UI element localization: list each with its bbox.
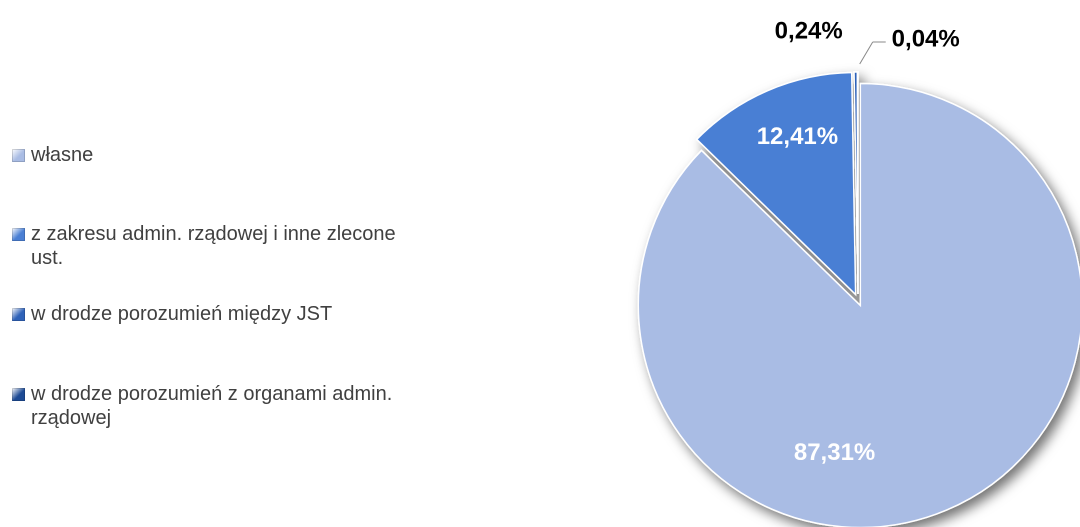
legend-item: w drodze porozumień z organami admin. rz… xyxy=(12,382,412,430)
legend-item: z zakresu admin. rządowej i inne zlecone… xyxy=(12,222,412,270)
leader-line xyxy=(859,41,874,65)
legend-item: w drodze porozumień między JST xyxy=(12,302,412,326)
data-label: 12,41% xyxy=(757,123,838,150)
legend-label: z zakresu admin. rządowej i inne zlecone… xyxy=(31,223,396,269)
data-label: 0,24% xyxy=(775,17,843,44)
data-label: 87,31% xyxy=(794,439,875,466)
pie-slice xyxy=(856,71,859,295)
legend-swatch xyxy=(12,388,25,401)
legend-label: w drodze porozumień z organami admin. rz… xyxy=(31,383,393,429)
legend-label: własne xyxy=(31,144,94,166)
pie-slice xyxy=(637,82,1080,527)
pie-slice xyxy=(695,71,857,297)
legend-swatch xyxy=(12,308,25,321)
legend-item: własne xyxy=(12,143,412,167)
legend-swatch xyxy=(12,228,25,241)
slices xyxy=(637,71,1080,527)
legend-swatch xyxy=(12,149,25,162)
data-label: 0,04% xyxy=(892,25,960,52)
legend-label: w drodze porozumień między JST xyxy=(31,303,333,325)
